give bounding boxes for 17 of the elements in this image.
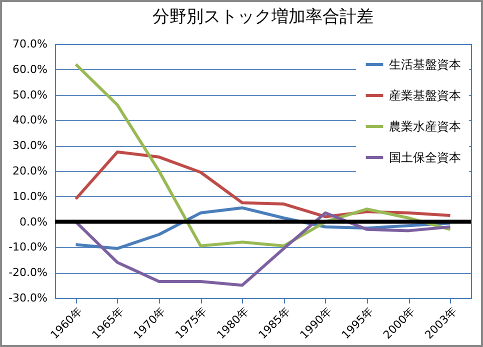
y-tick-label: -20.0% xyxy=(8,266,48,280)
y-tick-label: 20.0% xyxy=(12,164,48,178)
y-tick-label: 50.0% xyxy=(12,88,48,102)
legend-label: 国土保全資本 xyxy=(389,150,461,164)
y-tick-label: 60.0% xyxy=(12,62,48,76)
legend-label: 生活基盤資本 xyxy=(389,58,461,72)
chart-title: 分野別ストック増加率合計差 xyxy=(152,7,374,27)
y-tick-label: -30.0% xyxy=(8,292,48,304)
y-tick-label: 40.0% xyxy=(12,114,48,127)
y-tick-label: 0.0% xyxy=(20,215,48,228)
y-tick-label: 70.0% xyxy=(12,38,48,50)
line-series xyxy=(74,211,452,287)
y-tick-label: 30.0% xyxy=(12,139,48,152)
y-tick-label: 10.0% xyxy=(12,190,48,203)
legend-label: 産業基盤資本 xyxy=(389,88,461,102)
y-tick-label: -10.0% xyxy=(8,240,48,254)
legend-label: 農業水産資本 xyxy=(389,120,461,134)
